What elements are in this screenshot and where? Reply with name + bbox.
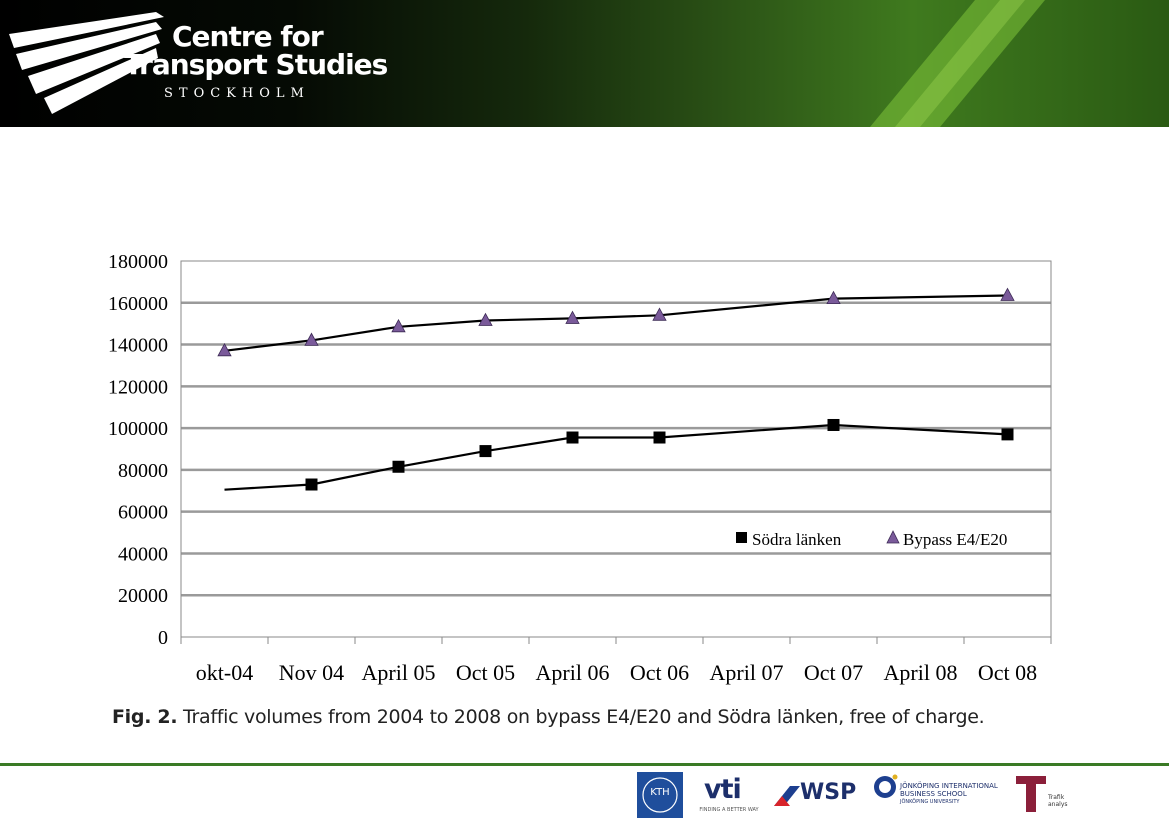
chart-gridlines	[181, 301, 1051, 597]
y-tick-label-120000: 120000	[108, 376, 168, 398]
legend-label-bypass-e4-e20: Bypass E4/E20	[903, 530, 1007, 549]
org-name-line1: Centre for	[172, 20, 324, 53]
trafikanalys-t-icon	[1016, 776, 1046, 812]
series-1-point-2	[391, 318, 406, 333]
x-tick-label-8: April 08	[884, 660, 958, 685]
vti-logo: vti FINDING A BETTER WAY	[695, 772, 763, 818]
series-0	[224, 418, 1014, 491]
y-tick-label-160000: 160000	[108, 293, 168, 315]
series-0-point-1	[305, 478, 318, 491]
x-tick-label-5: Oct 06	[630, 660, 689, 685]
x-axis-tick-marks	[180, 637, 1052, 644]
chart-legend: Södra länken Bypass E4/E20	[736, 530, 1007, 549]
series-1-point-5	[652, 307, 667, 321]
series-0-point-3	[479, 445, 492, 458]
kth-logo: KTH	[637, 772, 683, 818]
jibs-stars-icon	[874, 774, 898, 798]
traffic-volume-chart: 0 20000 40000 60000 80000 100000 120000 140000 1…	[108, 251, 1052, 685]
figure-caption-text: Traffic volumes from 2004 to 2008 on byp…	[177, 706, 985, 728]
cts-logo-mark-icon	[9, 12, 164, 114]
series-0-point-7	[1001, 428, 1014, 441]
kth-crest-icon	[642, 777, 678, 813]
trafik-line1: Trafik	[1048, 794, 1065, 801]
series-0-point-5	[653, 431, 666, 444]
series-line-0	[224, 423, 1008, 491]
y-tick-label-0: 0	[158, 627, 168, 649]
y-tick-label-40000: 40000	[118, 543, 168, 565]
x-tick-label-6: April 07	[710, 660, 784, 685]
footer-divider	[0, 763, 1169, 766]
org-location: STOCKHOLM	[164, 86, 310, 101]
legend-marker-bypass-e4-e20	[886, 530, 900, 544]
series-line-1	[224, 294, 1008, 352]
series-layer	[217, 287, 1015, 491]
y-axis-tick-labels: 0 20000 40000 60000 80000 100000 120000 140000 1…	[108, 251, 168, 649]
legend-marker-sodra-lanken	[736, 532, 747, 543]
series-1	[217, 287, 1015, 357]
figure-caption-label: Fig. 2.	[112, 706, 178, 728]
y-tick-label-20000: 20000	[118, 585, 168, 607]
wsp-logo: WSP	[772, 772, 858, 818]
x-tick-label-3: Oct 05	[456, 660, 515, 685]
series-1-point-7	[1000, 287, 1015, 301]
jibs-logo: JÖNKÖPING INTERNATIONAL BUSINESS SCHOOL …	[870, 772, 1006, 818]
x-axis-tick-labels: okt-04 Nov 04 April 05 Oct 05 April 06 Oct 06…	[196, 660, 1037, 685]
x-tick-label-0: okt-04	[196, 660, 253, 685]
kth-logo-text: KTH	[650, 787, 670, 798]
series-1-point-4	[565, 310, 580, 324]
banner-stripe-decoration	[870, 0, 1045, 127]
x-tick-label-9: Oct 08	[978, 660, 1037, 685]
series-1-point-1	[304, 332, 319, 346]
trafik-line2: analys	[1048, 801, 1068, 808]
jibs-logo-text: JÖNKÖPING INTERNATIONAL BUSINESS SCHOOL …	[900, 782, 998, 806]
org-name-line2: Transport Studies	[124, 48, 388, 81]
series-0-point-2	[392, 460, 405, 473]
trafikanalys-logo-text: Trafik analys	[1048, 794, 1068, 808]
wsp-swoosh-icon	[774, 786, 800, 806]
series-1-point-0	[217, 342, 232, 357]
x-tick-label-2: April 05	[362, 660, 436, 685]
wsp-logo-name: WSP	[800, 780, 857, 805]
trafikanalys-logo: Trafik analys	[1014, 772, 1068, 818]
legend-label-sodra-lanken: Södra länken	[752, 530, 842, 549]
x-tick-label-7: Oct 07	[804, 660, 863, 685]
y-tick-label-60000: 60000	[118, 502, 168, 524]
jibs-line3: JÖNKÖPING UNIVERSITY	[900, 799, 960, 805]
y-tick-label-100000: 100000	[108, 418, 168, 440]
y-tick-label-80000: 80000	[118, 460, 168, 482]
y-tick-label-140000: 140000	[108, 335, 168, 357]
vti-logo-tagline: FINDING A BETTER WAY	[699, 807, 759, 813]
series-0-point-6	[827, 418, 840, 431]
x-tick-label-1: Nov 04	[279, 660, 344, 685]
series-1-point-6	[826, 290, 841, 305]
vti-logo-name: vti	[704, 774, 742, 805]
series-1-point-3	[478, 312, 493, 326]
jibs-line2: BUSINESS SCHOOL	[900, 790, 967, 798]
header-banner: Centre for Transport Studies STOCKHOLM	[0, 0, 1169, 127]
x-tick-label-4: April 06	[536, 660, 610, 685]
jibs-line1: JÖNKÖPING INTERNATIONAL	[900, 782, 998, 790]
y-tick-label-180000: 180000	[108, 251, 168, 273]
series-0-point-4	[566, 431, 579, 444]
figure-caption: Fig. 2. Traffic volumes from 2004 to 200…	[112, 706, 985, 728]
